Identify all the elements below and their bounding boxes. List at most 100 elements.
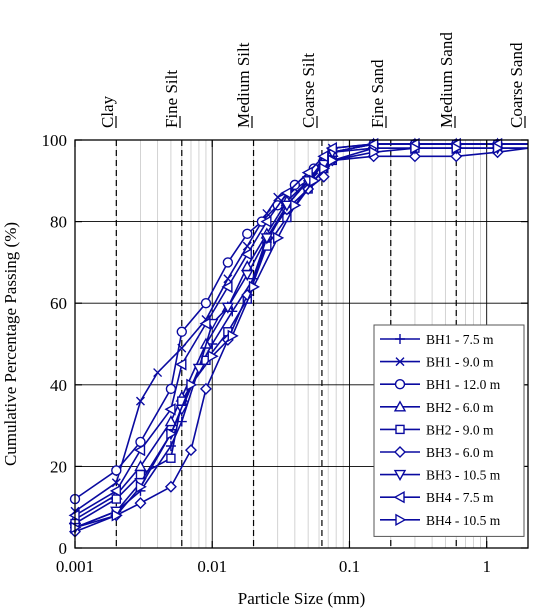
size-class-label: Coarse Sand	[507, 42, 526, 128]
size-class-label-text: Fine Sand	[368, 59, 387, 128]
data-point	[325, 141, 338, 155]
data-point	[200, 298, 212, 309]
data-point	[221, 280, 233, 294]
y-tick-label: 100	[42, 131, 68, 150]
data-point	[164, 415, 178, 427]
y-tick-label: 20	[50, 457, 67, 476]
data-point	[166, 453, 176, 463]
data-point	[273, 192, 283, 202]
data-point	[327, 154, 339, 167]
legend-label: BH1 - 12.0 m	[426, 377, 501, 392]
x-axis-title: Particle Size (mm)	[238, 589, 365, 608]
series-line	[74, 147, 529, 533]
data-point	[393, 400, 407, 412]
legend-entry: BH3 - 6.0 m	[380, 445, 494, 460]
legend-entry: BH4 - 7.5 m	[380, 490, 494, 505]
data-point	[451, 141, 463, 155]
data-point	[240, 248, 252, 261]
data-point	[199, 317, 211, 330]
data-point	[395, 424, 405, 435]
size-class-label: Medium Sand	[437, 32, 456, 128]
data-point	[111, 465, 122, 476]
size-class-label: Fine Sand	[368, 59, 387, 128]
legend-label: BH1 - 9.0 m	[426, 355, 494, 370]
data-point	[290, 199, 302, 212]
y-tick-label: 80	[50, 213, 67, 232]
plot-frame	[74, 139, 529, 549]
data-point	[192, 363, 206, 375]
size-class-label: Clay	[98, 95, 117, 128]
data-point	[280, 200, 294, 212]
data-point	[221, 302, 235, 314]
data-point	[394, 379, 406, 390]
data-point	[260, 233, 274, 245]
series-bh4-10-5-m	[70, 141, 528, 534]
data-point	[273, 231, 285, 245]
legend-entry: BH4 - 10.5 m	[380, 513, 501, 528]
data-point	[135, 436, 146, 448]
size-class-label-text: Fine Silt	[162, 70, 181, 128]
data-point	[175, 358, 187, 371]
y-tick-label: 0	[59, 539, 68, 558]
legend-label: BH3 - 6.0 m	[426, 445, 494, 460]
size-class-label-text: Coarse Silt	[299, 53, 318, 128]
data-point	[135, 396, 145, 406]
series-bh4-7-5-m	[68, 137, 528, 522]
x-tick-label: 0.01	[197, 557, 227, 576]
data-point	[280, 186, 292, 200]
legend-entry: BH1 - 12.0 m	[380, 377, 501, 392]
data-point	[395, 357, 405, 367]
data-point	[207, 350, 219, 363]
data-point	[393, 469, 407, 482]
data-point	[186, 378, 198, 391]
legend: BH1 - 7.5 m BH1 - 9.0 m BH1 - 12.0 m BH2 - …	[373, 324, 525, 537]
axes: 0.001 0.01 0.1 1 0 20 40 60 80 100	[42, 131, 528, 576]
data-point	[165, 383, 177, 395]
series-line	[74, 147, 528, 529]
size-class-label-text: Medium Silt	[234, 42, 253, 128]
legend-label: BH2 - 6.0 m	[426, 400, 494, 415]
data-series	[68, 137, 529, 538]
data-point	[492, 141, 504, 155]
data-point	[153, 368, 163, 378]
data-point	[395, 513, 407, 526]
data-point	[319, 162, 331, 175]
data-point	[241, 269, 254, 282]
data-point	[367, 137, 379, 151]
data-point	[166, 427, 178, 440]
legend-label: BH4 - 10.5 m	[426, 513, 501, 528]
size-class-label: Medium Silt	[234, 42, 253, 128]
data-point	[199, 382, 212, 395]
size-class-label-text: Clay	[98, 95, 117, 128]
data-point	[184, 444, 197, 457]
data-point	[410, 141, 422, 155]
data-point	[368, 146, 381, 159]
data-point	[135, 480, 147, 493]
data-point	[134, 497, 147, 510]
data-point	[260, 215, 272, 228]
data-point	[164, 403, 176, 416]
data-point	[408, 150, 421, 163]
data-point	[111, 494, 122, 504]
y-tick-label: 60	[50, 294, 67, 313]
data-point	[134, 459, 147, 472]
data-point	[134, 443, 146, 457]
x-tick-label: 0.1	[339, 557, 360, 576]
data-point	[450, 150, 463, 163]
x-tick-label: 1	[482, 557, 491, 576]
legend-label: BH4 - 7.5 m	[426, 490, 494, 505]
data-point	[317, 170, 330, 183]
data-point	[248, 280, 260, 294]
x-tick-label: 0.001	[56, 557, 94, 576]
size-class-label: Fine Silt	[162, 70, 181, 128]
size-class-label: Coarse Silt	[299, 53, 318, 128]
data-point	[176, 326, 187, 337]
data-point	[262, 208, 272, 218]
data-point	[242, 228, 253, 240]
data-point	[394, 446, 406, 458]
data-point	[164, 480, 177, 493]
data-point	[309, 174, 321, 187]
size-class-label-text: Coarse Sand	[507, 42, 526, 128]
data-point	[395, 334, 405, 344]
